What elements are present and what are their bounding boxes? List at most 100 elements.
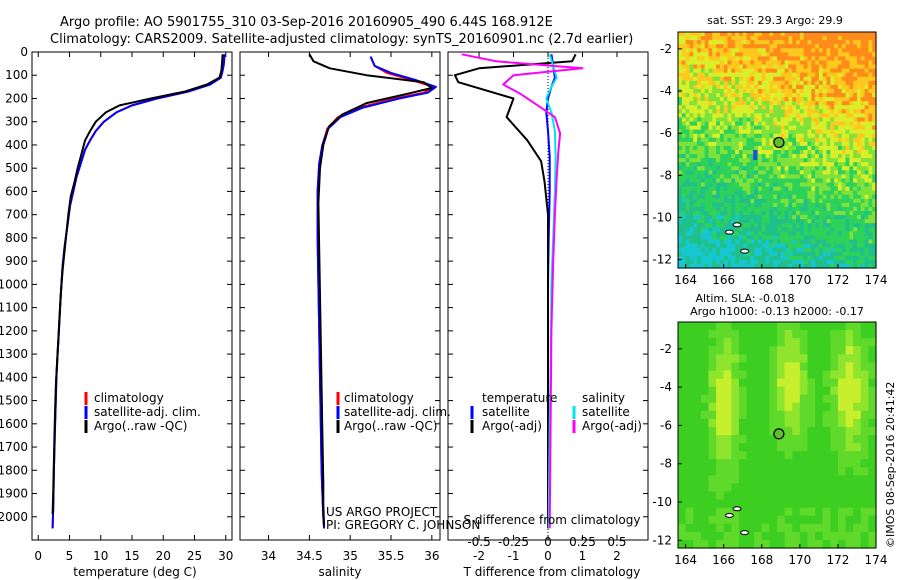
map-cell bbox=[784, 105, 790, 110]
map-cell bbox=[704, 219, 710, 224]
map-cell bbox=[700, 60, 706, 66]
map-cell bbox=[826, 263, 831, 269]
map-cell bbox=[700, 491, 710, 501]
map-cell bbox=[754, 243, 759, 249]
map-cell bbox=[853, 88, 858, 94]
map-cell bbox=[784, 507, 793, 517]
map-cell bbox=[818, 109, 824, 114]
map-cell bbox=[822, 56, 828, 62]
map-cell bbox=[784, 211, 790, 216]
map-cell bbox=[719, 125, 725, 131]
map-cell bbox=[716, 133, 721, 139]
map-cell bbox=[856, 227, 862, 232]
map-cell bbox=[868, 386, 877, 396]
map-cell bbox=[777, 52, 782, 58]
map-cell bbox=[845, 88, 850, 94]
map-cell bbox=[685, 97, 691, 102]
map-cell bbox=[708, 202, 713, 208]
map-cell bbox=[784, 101, 790, 106]
map-cell bbox=[754, 133, 759, 139]
map-cell bbox=[837, 182, 843, 188]
map-cell bbox=[777, 88, 782, 94]
map-cell bbox=[853, 394, 862, 404]
map-cell bbox=[678, 219, 683, 224]
map-cell bbox=[826, 162, 831, 167]
map-cell bbox=[822, 68, 828, 74]
map-cell bbox=[750, 227, 755, 232]
map-cell bbox=[849, 223, 854, 228]
map-cell bbox=[769, 158, 774, 163]
map-cell bbox=[754, 68, 759, 74]
map-cell bbox=[860, 251, 866, 257]
map-cell bbox=[826, 186, 831, 192]
map-cell bbox=[754, 223, 759, 228]
map-cell bbox=[765, 247, 770, 253]
map-cell bbox=[837, 137, 843, 143]
map-cell bbox=[853, 32, 858, 37]
map-cell bbox=[803, 158, 809, 163]
map-cell bbox=[841, 52, 847, 58]
map-cell bbox=[815, 219, 820, 224]
map-cell bbox=[708, 141, 713, 147]
map-cell bbox=[769, 141, 774, 147]
map-cell bbox=[868, 121, 873, 127]
map-cell bbox=[708, 443, 717, 452]
map-cell bbox=[700, 239, 706, 245]
map-cell bbox=[784, 145, 790, 151]
map-cell bbox=[727, 64, 732, 70]
map-cell bbox=[678, 194, 683, 200]
map-cell bbox=[761, 60, 767, 66]
map-cell bbox=[784, 125, 790, 131]
map-cell bbox=[853, 56, 858, 62]
map-cell bbox=[716, 354, 725, 363]
map-cell bbox=[765, 145, 770, 151]
map-cell bbox=[796, 194, 801, 200]
map-cell bbox=[792, 125, 797, 131]
map-cell bbox=[712, 263, 717, 269]
map-cell bbox=[719, 129, 725, 135]
map-cell bbox=[807, 330, 816, 339]
map-cell bbox=[681, 194, 687, 200]
map-cell bbox=[700, 125, 706, 131]
map-cell bbox=[834, 56, 839, 62]
x-tick-label: 10 bbox=[93, 549, 108, 563]
map-cell bbox=[742, 68, 748, 74]
map-cell bbox=[845, 121, 850, 127]
map-cell bbox=[792, 219, 797, 224]
map-cell bbox=[716, 194, 721, 200]
map-cell bbox=[742, 231, 748, 237]
map-cell bbox=[784, 121, 790, 127]
map-cell bbox=[822, 182, 828, 188]
map-cell bbox=[757, 263, 763, 269]
map-cell bbox=[769, 105, 774, 110]
map-cell bbox=[765, 129, 770, 135]
map-cell bbox=[849, 182, 854, 188]
map-cell bbox=[849, 44, 854, 49]
map-cell bbox=[742, 64, 748, 70]
map-cell bbox=[834, 141, 839, 147]
map-cell bbox=[708, 523, 717, 533]
map-cell bbox=[685, 170, 691, 176]
map-cell bbox=[708, 93, 713, 98]
map-cell bbox=[788, 206, 793, 212]
map-cell bbox=[799, 121, 805, 127]
map-cell bbox=[681, 145, 687, 151]
map-cell bbox=[872, 133, 877, 139]
map-cell bbox=[868, 239, 873, 245]
map-cell bbox=[750, 137, 755, 143]
map-cell bbox=[834, 158, 839, 163]
map-cell bbox=[731, 101, 736, 106]
map-cell bbox=[837, 101, 843, 106]
map-cell bbox=[712, 52, 717, 58]
map-cell bbox=[742, 137, 748, 143]
map-cell bbox=[754, 378, 763, 388]
map-cell bbox=[788, 133, 793, 139]
map-cell bbox=[803, 239, 809, 245]
map-cell bbox=[815, 133, 820, 139]
map-cell bbox=[849, 117, 854, 123]
map-cell bbox=[761, 36, 767, 41]
map-cell bbox=[803, 259, 809, 265]
map-cell bbox=[704, 32, 710, 37]
map-cell bbox=[689, 235, 694, 241]
map-cell bbox=[803, 129, 809, 135]
